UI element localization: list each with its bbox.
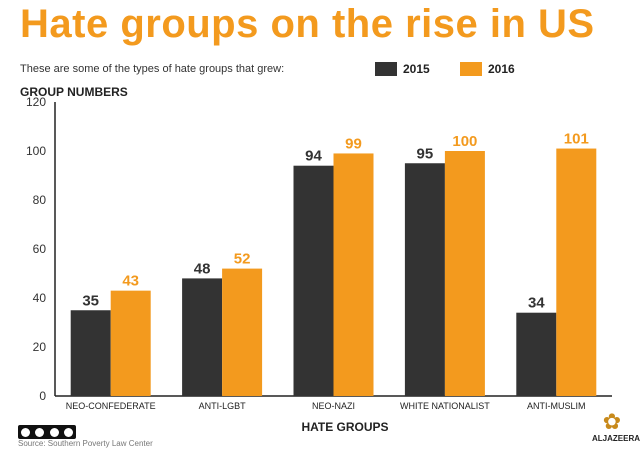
aljazeera-logo: ✿ ALJAZEERA	[592, 409, 640, 444]
bar-2015	[404, 163, 445, 396]
y-tick-label: 80	[33, 193, 47, 207]
x-tick-label: ANTI-MUSLIM	[527, 401, 586, 411]
y-tick-label: 120	[26, 95, 46, 109]
data-label-2015: 48	[194, 260, 211, 277]
y-tick-label: 20	[33, 340, 47, 354]
y-tick-label: 60	[33, 242, 47, 256]
bar-2016	[333, 153, 374, 396]
bar-2015	[293, 165, 334, 396]
chart-title: Hate groups on the rise in US	[20, 2, 595, 46]
bar-2016	[222, 268, 263, 396]
bar-2016	[556, 148, 597, 396]
y-tick-label: 40	[33, 291, 47, 305]
data-label-2016: 101	[564, 131, 589, 148]
bar-2016	[444, 151, 485, 396]
data-label-2016: 43	[122, 273, 139, 290]
data-label-2015: 94	[305, 148, 322, 165]
creative-commons-icon	[18, 425, 76, 439]
bar-2015	[516, 312, 557, 396]
legend-swatch-2016	[460, 62, 482, 76]
legend-label-2016: 2016	[488, 62, 515, 76]
data-label-2015: 95	[417, 145, 434, 162]
chart-subtitle: These are some of the types of hate grou…	[20, 63, 285, 75]
legend-item-2015: 2015	[375, 62, 430, 76]
legend-swatch-2015	[375, 62, 397, 76]
y-tick-label: 100	[26, 144, 46, 158]
data-label-2016: 99	[345, 135, 362, 152]
x-tick-label: ANTI-LGBT	[199, 401, 247, 411]
x-axis-label: HATE GROUPS	[301, 420, 388, 434]
x-tick-label: NEO-NAZI	[312, 401, 355, 411]
legend-label-2015: 2015	[403, 62, 430, 76]
y-tick-label: 0	[39, 389, 46, 403]
legend-item-2016: 2016	[460, 62, 515, 76]
bar-2015	[182, 278, 223, 396]
x-tick-label: NEO-CONFEDERATE	[66, 401, 156, 411]
data-label-2016: 100	[452, 133, 477, 150]
y-axis-label: GROUP NUMBERS	[20, 85, 128, 99]
source-note: Source: Southern Poverty Law Center	[18, 439, 153, 448]
aljazeera-logo-icon: ✿	[602, 409, 622, 434]
bar-2015	[70, 310, 111, 396]
data-label-2015: 34	[528, 295, 545, 312]
data-label-2015: 35	[82, 292, 99, 309]
data-label-2016: 52	[234, 251, 251, 268]
bar-2016	[110, 290, 151, 396]
x-tick-label: WHITE NATIONALIST	[400, 401, 490, 411]
brand-label: ALJAZEERA	[592, 434, 640, 443]
